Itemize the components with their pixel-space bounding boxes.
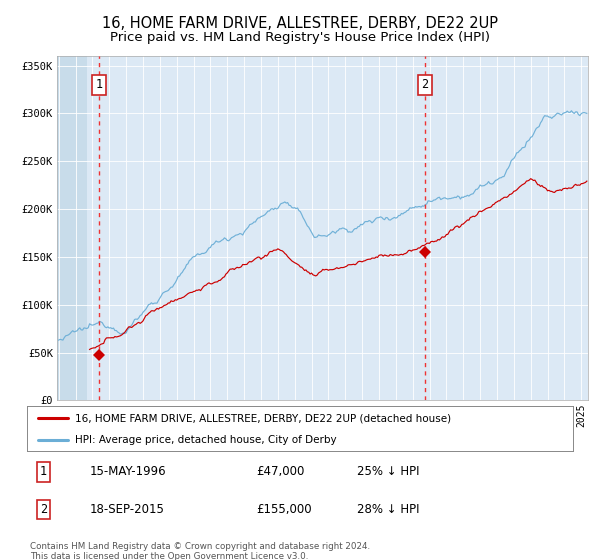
Text: 2: 2 <box>421 78 428 91</box>
Text: 18-SEP-2015: 18-SEP-2015 <box>90 503 164 516</box>
Text: 1: 1 <box>95 78 103 91</box>
Text: £47,000: £47,000 <box>256 465 305 478</box>
Text: 16, HOME FARM DRIVE, ALLESTREE, DERBY, DE22 2UP: 16, HOME FARM DRIVE, ALLESTREE, DERBY, D… <box>102 16 498 31</box>
Text: HPI: Average price, detached house, City of Derby: HPI: Average price, detached house, City… <box>75 435 337 445</box>
Text: 15-MAY-1996: 15-MAY-1996 <box>90 465 166 478</box>
Text: 28% ↓ HPI: 28% ↓ HPI <box>358 503 420 516</box>
Text: Price paid vs. HM Land Registry's House Price Index (HPI): Price paid vs. HM Land Registry's House … <box>110 31 490 44</box>
Text: Contains HM Land Registry data © Crown copyright and database right 2024.
This d: Contains HM Land Registry data © Crown c… <box>30 542 370 560</box>
Text: £155,000: £155,000 <box>256 503 312 516</box>
Text: 25% ↓ HPI: 25% ↓ HPI <box>358 465 420 478</box>
Bar <box>57 56 88 400</box>
Text: 16, HOME FARM DRIVE, ALLESTREE, DERBY, DE22 2UP (detached house): 16, HOME FARM DRIVE, ALLESTREE, DERBY, D… <box>75 413 451 423</box>
Text: 1: 1 <box>40 465 47 478</box>
Text: 2: 2 <box>40 503 47 516</box>
